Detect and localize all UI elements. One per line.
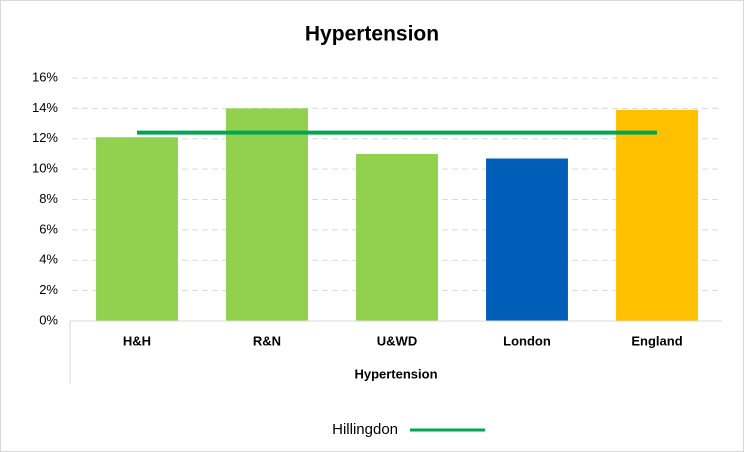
x-tick-label: London [503,333,551,348]
chart-title: Hypertension [305,23,439,46]
bar [96,137,178,321]
x-tick-label: R&N [253,333,281,348]
legend-label: Hillingdon [332,421,398,438]
y-tick-label: 14% [32,100,58,115]
y-tick-label: 16% [32,69,58,84]
y-tick-label: 2% [39,282,58,297]
y-tick-label: 6% [39,221,58,236]
bar [226,108,308,321]
y-tick-label: 12% [32,130,58,145]
x-axis-title: Hypertension [354,366,437,381]
bar [356,153,438,321]
bar [616,109,698,321]
x-tick-label: England [631,333,682,348]
y-tick-label: 4% [39,252,58,267]
x-tick-label: U&WD [377,333,417,348]
x-tick-label: H&H [123,333,151,348]
y-tick-label: 10% [32,161,58,176]
y-tick-label: 0% [39,312,58,327]
bar [486,158,568,321]
y-tick-label: 8% [39,191,58,206]
